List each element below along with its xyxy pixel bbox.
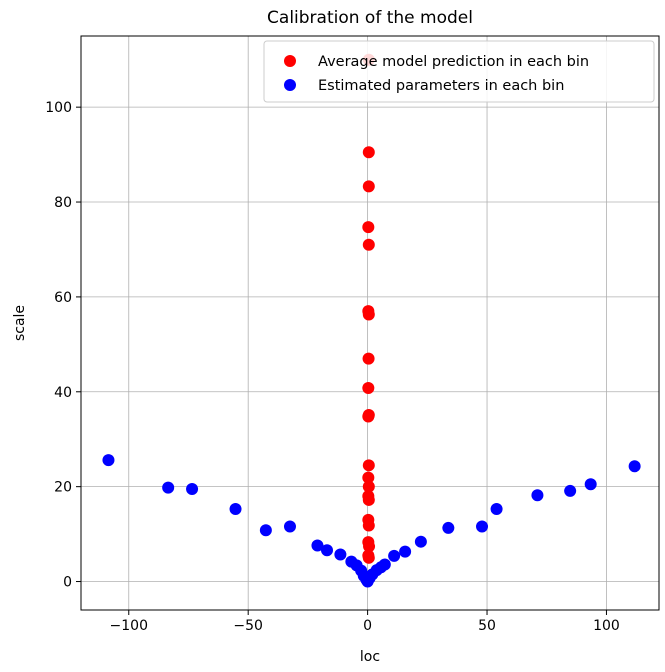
data-point [259,524,272,537]
y-axis-ticks: 0 20 40 60 80 100 [45,100,81,591]
x-tick-label: 0 [363,618,372,634]
data-point [362,519,375,532]
grid-lines [81,36,659,610]
data-point [102,454,115,467]
data-point [362,180,375,193]
legend-label-predictions: Average model prediction in each bin [318,54,589,70]
data-point [362,480,375,493]
data-point [490,502,503,515]
y-tick-label: 60 [54,290,72,306]
data-point [564,484,577,497]
data-point [362,146,375,159]
data-point [414,535,427,548]
data-point [362,459,375,472]
legend: Average model prediction in each bin Est… [263,40,655,103]
y-tick-label: 0 [63,575,72,591]
data-point [362,551,375,564]
data-point [399,545,412,558]
legend-marker-blue [284,79,296,91]
data-point [162,481,175,494]
data-point [362,410,375,423]
chart-title: Calibration of the model [267,8,473,28]
plot-frame [80,35,660,611]
data-point [628,460,641,473]
legend-marker-red [284,55,296,67]
y-tick-label: 20 [54,480,72,496]
data-point [378,558,391,571]
y-tick-label: 40 [54,385,72,401]
data-point [311,539,324,552]
data-point [321,544,334,557]
series-0 [362,53,376,564]
x-axis-ticks: −100 −50 0 50 100 [110,610,620,634]
data-point [283,520,296,533]
data-point [362,308,375,321]
data-point [363,540,376,553]
x-axis-label: loc [360,649,380,665]
series-1 [102,454,641,588]
data-point [362,471,375,484]
y-tick-label: 100 [45,100,72,116]
data-point [362,238,375,251]
data-point [334,548,347,561]
data-point [584,478,597,491]
y-tick-label: 80 [54,195,72,211]
data-point [476,520,489,533]
data-point [531,489,544,502]
x-tick-label: −50 [233,618,263,634]
y-axis-label: scale [12,305,28,341]
data-point [388,549,401,562]
data-points [102,53,641,588]
x-tick-label: 100 [593,618,620,634]
data-point [362,221,375,234]
data-point [362,352,375,365]
x-tick-label: −100 [110,618,148,634]
legend-box [263,40,655,103]
data-point [362,493,375,506]
legend-label-estimates: Estimated parameters in each bin [318,78,564,94]
data-point [362,381,375,394]
data-point [229,502,242,515]
data-point [442,521,455,534]
x-tick-label: 50 [478,618,496,634]
data-point [186,483,199,496]
